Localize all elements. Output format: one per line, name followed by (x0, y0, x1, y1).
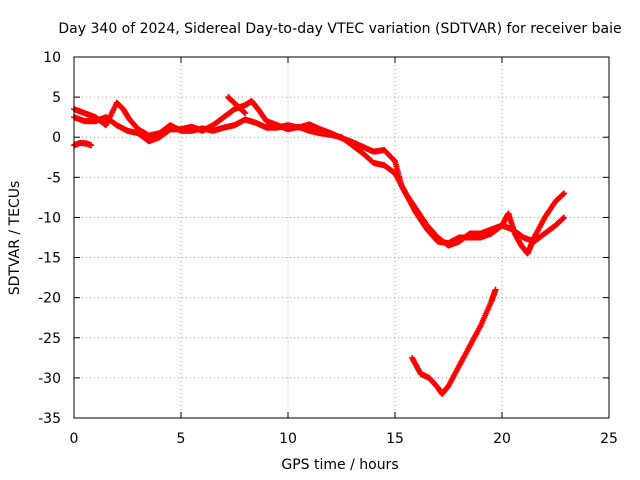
plot-frame (73, 56, 610, 419)
series-track-d (225, 94, 249, 117)
y-tick-label: -25 (38, 331, 61, 347)
x-tick-label: 25 (600, 431, 618, 447)
y-tick-label: -10 (38, 210, 61, 226)
y-tick-label: -5 (47, 170, 61, 186)
y-tick-label: 10 (43, 50, 61, 66)
y-tick-label: -15 (38, 251, 61, 267)
series-track-a (71, 99, 568, 257)
data-point (492, 286, 499, 293)
x-tick-label: 0 (70, 431, 79, 447)
x-tick-label: 20 (493, 431, 511, 447)
x-axis-label: GPS time / hours (281, 457, 398, 473)
grid-layer (74, 57, 609, 418)
x-tick-label: 15 (386, 431, 404, 447)
x-tick-label: 10 (279, 431, 297, 447)
series-track-e (409, 286, 499, 397)
series-track-b (71, 98, 568, 249)
points-layer (71, 94, 568, 397)
data-point (242, 110, 249, 117)
x-tick-label: 5 (177, 431, 186, 447)
y-tick-label: -35 (38, 411, 61, 427)
y-axis-label: SDTVAR / TECUs (7, 181, 23, 296)
chart-title: Day 340 of 2024, Sidereal Day-to-day VTE… (58, 21, 621, 37)
y-tick-label: 0 (52, 130, 61, 146)
data-point (88, 142, 95, 149)
data-point (561, 214, 568, 221)
data-point (561, 190, 568, 197)
y-tick-label: 5 (52, 90, 61, 106)
y-tick-label: -30 (38, 371, 61, 387)
y-tick-label: -20 (38, 291, 61, 307)
ticks-layer: 0 5 10 15 20 25 10 5 0 -5 -10 -15 -20 -25 -30 -35 (38, 50, 618, 447)
